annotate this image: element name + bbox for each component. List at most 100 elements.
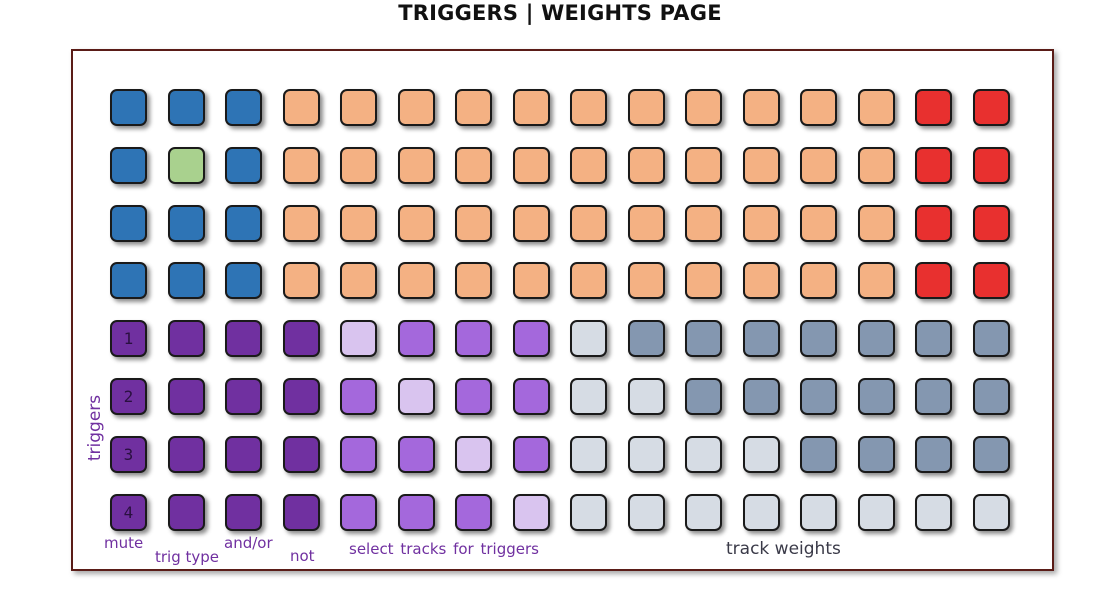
pad-r2-c14[interactable]	[858, 147, 895, 184]
pad-r3-c16[interactable]	[973, 205, 1010, 242]
pad-r2-c12[interactable]	[743, 147, 780, 184]
pad-r4-c11[interactable]	[685, 262, 722, 299]
pad-r4-c2[interactable]	[168, 262, 205, 299]
pad-r6-c11[interactable]	[685, 378, 722, 415]
pad-r3-c3[interactable]	[225, 205, 262, 242]
pad-r7-c11[interactable]	[685, 436, 722, 473]
pad-r8-c13[interactable]	[800, 494, 837, 531]
pad-r7-c4[interactable]	[283, 436, 320, 473]
pad-r3-c1[interactable]	[110, 205, 147, 242]
pad-r7-c13[interactable]	[800, 436, 837, 473]
pad-r5-c15[interactable]	[915, 320, 952, 357]
pad-r6-c12[interactable]	[743, 378, 780, 415]
pad-r8-c7[interactable]	[455, 494, 492, 531]
trigger-4-mute-pad[interactable]: 4	[110, 494, 147, 531]
pad-r2-c15[interactable]	[915, 147, 952, 184]
pad-r7-c9[interactable]	[570, 436, 607, 473]
pad-r1-c12[interactable]	[743, 89, 780, 126]
pad-r7-c7[interactable]	[455, 436, 492, 473]
pad-r5-c12[interactable]	[743, 320, 780, 357]
pad-r4-c8[interactable]	[513, 262, 550, 299]
pad-r1-c16[interactable]	[973, 89, 1010, 126]
pad-r1-c6[interactable]	[398, 89, 435, 126]
pad-r2-c8[interactable]	[513, 147, 550, 184]
pad-r3-c4[interactable]	[283, 205, 320, 242]
pad-r2-c13[interactable]	[800, 147, 837, 184]
pad-r6-c3[interactable]	[225, 378, 262, 415]
pad-r4-c1[interactable]	[110, 262, 147, 299]
pad-r5-c14[interactable]	[858, 320, 895, 357]
trigger-1-mute-pad[interactable]: 1	[110, 320, 147, 357]
pad-r6-c16[interactable]	[973, 378, 1010, 415]
pad-r1-c8[interactable]	[513, 89, 550, 126]
pad-r2-c9[interactable]	[570, 147, 607, 184]
pad-r8-c14[interactable]	[858, 494, 895, 531]
pad-r6-c9[interactable]	[570, 378, 607, 415]
pad-r2-c4[interactable]	[283, 147, 320, 184]
pad-r1-c14[interactable]	[858, 89, 895, 126]
pad-r2-c3[interactable]	[225, 147, 262, 184]
pad-r1-c15[interactable]	[915, 89, 952, 126]
pad-r2-c16[interactable]	[973, 147, 1010, 184]
pad-r8-c11[interactable]	[685, 494, 722, 531]
pad-r5-c7[interactable]	[455, 320, 492, 357]
pad-r3-c10[interactable]	[628, 205, 665, 242]
pad-r6-c8[interactable]	[513, 378, 550, 415]
pad-r1-c10[interactable]	[628, 89, 665, 126]
pad-r3-c7[interactable]	[455, 205, 492, 242]
pad-r7-c10[interactable]	[628, 436, 665, 473]
pad-r5-c4[interactable]	[283, 320, 320, 357]
pad-r7-c14[interactable]	[858, 436, 895, 473]
pad-r1-c3[interactable]	[225, 89, 262, 126]
pad-r2-c11[interactable]	[685, 147, 722, 184]
pad-r1-c11[interactable]	[685, 89, 722, 126]
pad-r8-c15[interactable]	[915, 494, 952, 531]
pad-r7-c8[interactable]	[513, 436, 550, 473]
trigger-2-mute-pad[interactable]: 2	[110, 378, 147, 415]
pad-r6-c7[interactable]	[455, 378, 492, 415]
pad-r1-c13[interactable]	[800, 89, 837, 126]
pad-r3-c2[interactable]	[168, 205, 205, 242]
pad-r5-c3[interactable]	[225, 320, 262, 357]
pad-r8-c6[interactable]	[398, 494, 435, 531]
pad-r6-c15[interactable]	[915, 378, 952, 415]
pad-r4-c16[interactable]	[973, 262, 1010, 299]
pad-r3-c11[interactable]	[685, 205, 722, 242]
pad-r4-c4[interactable]	[283, 262, 320, 299]
pad-r6-c10[interactable]	[628, 378, 665, 415]
pad-r7-c16[interactable]	[973, 436, 1010, 473]
pad-r7-c2[interactable]	[168, 436, 205, 473]
pad-r5-c13[interactable]	[800, 320, 837, 357]
pad-r5-c5[interactable]	[340, 320, 377, 357]
pad-r4-c3[interactable]	[225, 262, 262, 299]
pad-r6-c14[interactable]	[858, 378, 895, 415]
pad-r2-c7[interactable]	[455, 147, 492, 184]
pad-r2-c10[interactable]	[628, 147, 665, 184]
pad-r8-c5[interactable]	[340, 494, 377, 531]
pad-r3-c12[interactable]	[743, 205, 780, 242]
pad-r3-c15[interactable]	[915, 205, 952, 242]
pad-r1-c9[interactable]	[570, 89, 607, 126]
pad-r3-c5[interactable]	[340, 205, 377, 242]
pad-r7-c5[interactable]	[340, 436, 377, 473]
pad-r1-c2[interactable]	[168, 89, 205, 126]
pad-r4-c13[interactable]	[800, 262, 837, 299]
pad-r8-c9[interactable]	[570, 494, 607, 531]
pad-r5-c9[interactable]	[570, 320, 607, 357]
pad-r1-c7[interactable]	[455, 89, 492, 126]
pad-r6-c5[interactable]	[340, 378, 377, 415]
pad-r1-c4[interactable]	[283, 89, 320, 126]
pad-r2-c6[interactable]	[398, 147, 435, 184]
pad-r4-c14[interactable]	[858, 262, 895, 299]
pad-r4-c7[interactable]	[455, 262, 492, 299]
pad-r3-c6[interactable]	[398, 205, 435, 242]
pad-r8-c8[interactable]	[513, 494, 550, 531]
pad-r5-c10[interactable]	[628, 320, 665, 357]
pad-r3-c8[interactable]	[513, 205, 550, 242]
pad-r4-c15[interactable]	[915, 262, 952, 299]
pad-r2-c2[interactable]	[168, 147, 205, 184]
pad-r4-c6[interactable]	[398, 262, 435, 299]
pad-r3-c13[interactable]	[800, 205, 837, 242]
pad-r8-c12[interactable]	[743, 494, 780, 531]
pad-r7-c15[interactable]	[915, 436, 952, 473]
